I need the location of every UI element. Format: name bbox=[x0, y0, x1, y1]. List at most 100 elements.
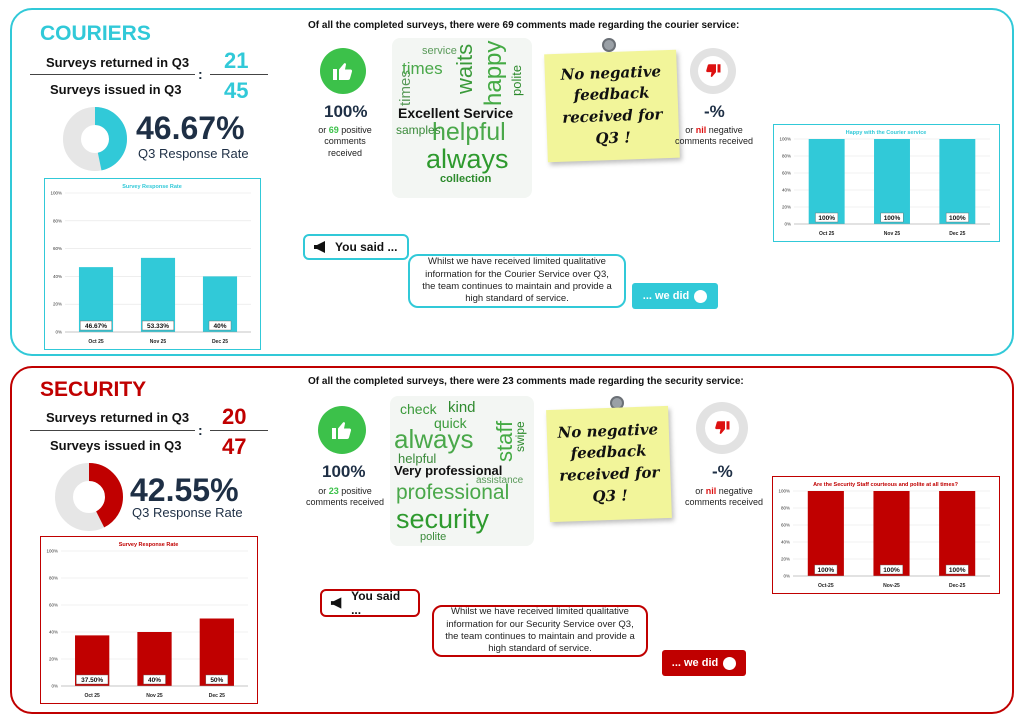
security-returned-value: 20 bbox=[222, 404, 247, 429]
courier-negative-text: or nil negative comments received bbox=[674, 125, 754, 147]
security-we-did-label: ... we did bbox=[671, 657, 719, 669]
bar bbox=[807, 491, 844, 576]
y-tick-label: 0% bbox=[55, 330, 62, 335]
data-label-box bbox=[880, 564, 903, 575]
y-tick-label: 20% bbox=[53, 302, 62, 307]
x-tick-label: Nov-25 bbox=[883, 583, 900, 589]
cloud-word: times bbox=[402, 59, 443, 78]
y-tick-label: 0% bbox=[783, 574, 790, 579]
security-panel bbox=[10, 366, 1014, 714]
y-tick-label: 80% bbox=[49, 576, 58, 581]
security-word-cloud: check kind quick always staff swipe help… bbox=[390, 396, 534, 546]
x-tick-label: Nov 25 bbox=[146, 693, 163, 699]
cloud-word: security bbox=[396, 504, 490, 534]
data-label-box bbox=[814, 564, 838, 575]
data-label: 46.67% bbox=[85, 323, 107, 330]
y-tick-label: 60% bbox=[53, 246, 62, 251]
cloud-word: waits bbox=[452, 43, 477, 94]
security-response-donut bbox=[55, 463, 123, 531]
y-tick-label: 0% bbox=[784, 222, 791, 227]
cloud-word: check bbox=[400, 401, 437, 417]
courier-we-did-label: ... we did bbox=[642, 290, 690, 302]
data-label-box bbox=[76, 674, 109, 685]
x-tick-label: Dec 25 bbox=[209, 693, 225, 699]
security-quote: Whilst we have received limited qualitat… bbox=[432, 605, 648, 657]
courier-divider-left bbox=[30, 74, 195, 75]
security-returned-label: Surveys returned in Q3 bbox=[46, 410, 190, 425]
y-tick-label: 80% bbox=[781, 506, 790, 511]
bar bbox=[140, 257, 176, 332]
data-label-box bbox=[945, 212, 969, 223]
y-tick-label: 60% bbox=[49, 603, 58, 608]
data-label: 40% bbox=[213, 323, 226, 330]
cloud-word: helpful bbox=[398, 451, 437, 466]
security-courteous-chart: Are the Security Staff courteous and pol… bbox=[772, 476, 1000, 594]
y-tick-label: 40% bbox=[53, 274, 62, 279]
ear-icon bbox=[694, 289, 708, 303]
cloud-word: quick bbox=[434, 415, 467, 431]
security-negative-pct: -% bbox=[712, 462, 733, 481]
data-label: 100% bbox=[949, 215, 966, 222]
courier-positive-pct: 100% bbox=[324, 102, 368, 121]
data-label: 37.50% bbox=[81, 677, 103, 684]
bar bbox=[873, 491, 910, 576]
chart-title: Are the Security Staff courteous and pol… bbox=[813, 482, 959, 488]
security-intro: Of all the completed surveys, there were… bbox=[308, 376, 744, 387]
security-response-chart-svg: Survey Response Rate 0% 20% 40% 60% 80% 100% 37… bbox=[46, 542, 248, 699]
security-rate-label: Q3 Response Rate bbox=[132, 505, 243, 520]
x-tick-label: Oct 25 bbox=[88, 339, 104, 345]
courier-response-chart: Survey Response Rate 0% 20% 40% 60% 80% 100% 46… bbox=[44, 178, 261, 350]
courier-thumbs-down-ring bbox=[690, 48, 736, 94]
ear-icon bbox=[723, 656, 737, 670]
cloud-word: always bbox=[426, 144, 509, 174]
security-thumbs-up-icon bbox=[318, 406, 366, 454]
cloud-word: collection bbox=[440, 173, 492, 185]
y-tick-label: 40% bbox=[782, 188, 791, 193]
courier-happy-chart-svg: Happy with the Courier service 0% 20% 40% 60… bbox=[779, 130, 990, 237]
cloud-word: service bbox=[422, 45, 457, 57]
y-tick-label: 60% bbox=[782, 171, 791, 176]
security-issued-label: Surveys issued in Q3 bbox=[50, 438, 182, 453]
data-label: 50% bbox=[210, 677, 223, 684]
courier-quote: Whilst we have received limited qualitat… bbox=[408, 254, 626, 308]
data-label-box bbox=[815, 212, 839, 223]
security-colon: : bbox=[198, 422, 203, 438]
courier-colon: : bbox=[198, 66, 203, 82]
courier-rate-value: 46.67% bbox=[136, 110, 245, 146]
cloud-word: professional bbox=[396, 481, 510, 504]
security-divider-right bbox=[210, 430, 268, 431]
x-tick-label: Dec-25 bbox=[949, 583, 966, 589]
data-label: 100% bbox=[949, 567, 966, 574]
courier-returned-label: Surveys returned in Q3 bbox=[46, 55, 190, 70]
data-label: 100% bbox=[883, 567, 900, 574]
courier-positive-text: or 69 positive comments received bbox=[318, 125, 372, 158]
y-tick-label: 60% bbox=[781, 523, 790, 528]
chart-title: Survey Response Rate bbox=[119, 542, 179, 548]
cloud-word: always bbox=[394, 424, 474, 454]
y-tick-label: 20% bbox=[49, 657, 58, 662]
security-courteous-chart-svg: Are the Security Staff courteous and pol… bbox=[778, 482, 990, 589]
y-tick-label: 20% bbox=[781, 557, 790, 562]
x-tick-label: Dec 25 bbox=[949, 231, 965, 237]
x-tick-label: Oct 25 bbox=[819, 231, 835, 237]
x-tick-label: Dec 25 bbox=[212, 339, 228, 345]
cloud-word: polite bbox=[420, 531, 447, 543]
security-divider-left bbox=[30, 430, 195, 431]
data-label-box bbox=[80, 320, 113, 331]
megaphone-icon bbox=[330, 597, 342, 609]
data-label: 40% bbox=[148, 677, 161, 684]
data-label-box bbox=[205, 674, 229, 685]
megaphone-icon bbox=[314, 241, 325, 253]
courier-word-cloud: times times waits happy polite Excellent… bbox=[392, 38, 532, 198]
courier-thumbs-up-icon bbox=[320, 48, 366, 94]
courier-divider-right bbox=[210, 74, 268, 75]
courier-we-did: ... we did bbox=[632, 283, 718, 309]
chart-title: Survey Response Rate bbox=[122, 184, 182, 190]
data-label: 100% bbox=[884, 215, 901, 222]
courier-issued-label: Surveys issued in Q3 bbox=[50, 82, 182, 97]
security-we-did: ... we did bbox=[662, 650, 746, 676]
security-negative-text: or nil negative comments received bbox=[684, 486, 764, 508]
cloud-word: happy bbox=[480, 40, 507, 106]
cloud-word: kind bbox=[448, 399, 476, 416]
cloud-word: helpful bbox=[432, 118, 506, 146]
